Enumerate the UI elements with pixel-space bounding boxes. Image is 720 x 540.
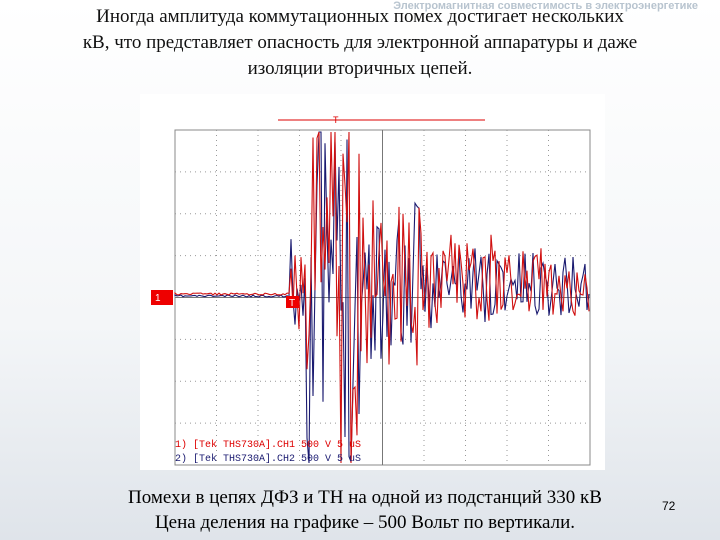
- caption-line: Цена деления на графике – 500 Вольт по в…: [154, 512, 576, 533]
- caption-line: Помехи в цепях ДФЗ и ТН на одной из подс…: [128, 487, 602, 508]
- channel-marker-box: [151, 290, 173, 305]
- channel-marker: 1: [155, 293, 161, 304]
- title-line: Иногда амплитуда коммутационных помех до…: [96, 6, 624, 27]
- scope-traces: [174, 131, 590, 464]
- trigger-pos-marker: T: [289, 298, 295, 309]
- trigger-pos-box: [286, 296, 299, 308]
- page-number: 72: [662, 499, 676, 513]
- scope-grid: [174, 129, 591, 466]
- scope-background: [140, 94, 605, 470]
- channel-label: 2) [Tek THS730A].CH2 500 V 5 uS: [175, 453, 361, 465]
- waveform: [174, 131, 590, 464]
- course-header: Электромагнитная совместимость в электро…: [393, 0, 698, 12]
- caption: Помехи в цепях ДФЗ и ТН на одной из подс…: [60, 485, 670, 535]
- title-line: кВ, что представляет опасность для элект…: [82, 32, 638, 53]
- channel-label: 1) [Tek THS730A].CH1 500 V 5 uS: [175, 439, 361, 451]
- title-line: изоляции вторичных цепей.: [247, 58, 473, 79]
- slide-title: Иногда амплитуда коммутационных помех до…: [0, 4, 720, 82]
- trigger-marker: T: [333, 115, 339, 125]
- waveform: [174, 131, 590, 464]
